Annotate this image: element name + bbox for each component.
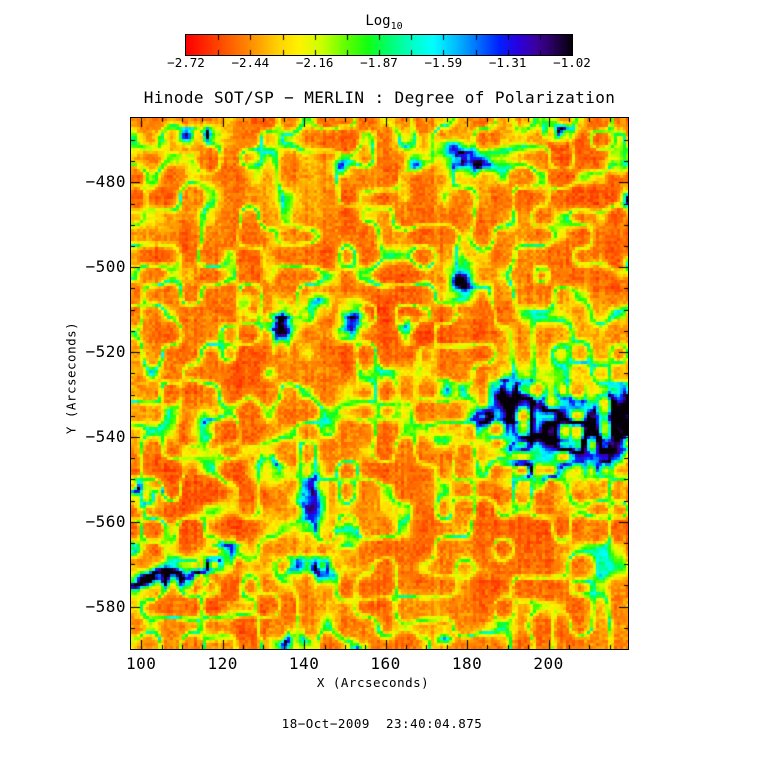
plot-frame bbox=[130, 117, 629, 650]
y-axis-label: Y (Arcseconds) bbox=[63, 321, 79, 435]
y-tick-label: −520 bbox=[85, 342, 126, 362]
colorbar-tick-label: −2.44 bbox=[231, 55, 270, 70]
x-tick-label: 140 bbox=[288, 654, 320, 673]
plot-title: Hinode SOT/SP − MERLIN : Degree of Polar… bbox=[143, 88, 616, 107]
x-tick-label: 180 bbox=[451, 654, 483, 673]
colorbar-tick-label: −1.59 bbox=[424, 55, 463, 70]
x-tick-label: 160 bbox=[370, 654, 401, 673]
x-tick-label: 200 bbox=[533, 654, 564, 673]
x-tick-label: 120 bbox=[207, 654, 238, 673]
y-tick-label: −500 bbox=[85, 257, 126, 277]
y-tick-label: −580 bbox=[85, 596, 126, 616]
colorbar-gradient bbox=[185, 34, 573, 56]
y-tick-label: −480 bbox=[85, 172, 126, 192]
colorbar-tick-label: −1.87 bbox=[360, 55, 398, 70]
heatmap-image bbox=[131, 118, 628, 649]
x-tick-label: 100 bbox=[125, 654, 157, 673]
colorbar-tick-label: −1.02 bbox=[553, 55, 591, 70]
x-axis-label: X (Arcseconds) bbox=[316, 675, 430, 690]
colorbar-title-subscript: 10 bbox=[390, 20, 403, 32]
colorbar-tick-label: −2.72 bbox=[167, 55, 205, 70]
colorbar-title-text: Log bbox=[365, 13, 391, 29]
y-tick-label: −540 bbox=[85, 426, 126, 446]
y-tick-label: −560 bbox=[85, 511, 126, 531]
colorbar-tick-label: −2.16 bbox=[295, 55, 334, 70]
timestamp: 18−Oct−2009 23:40:04.875 bbox=[281, 716, 483, 731]
colorbar-title: Log10 bbox=[349, 13, 419, 35]
colorbar-tick-label: −1.31 bbox=[488, 55, 527, 70]
